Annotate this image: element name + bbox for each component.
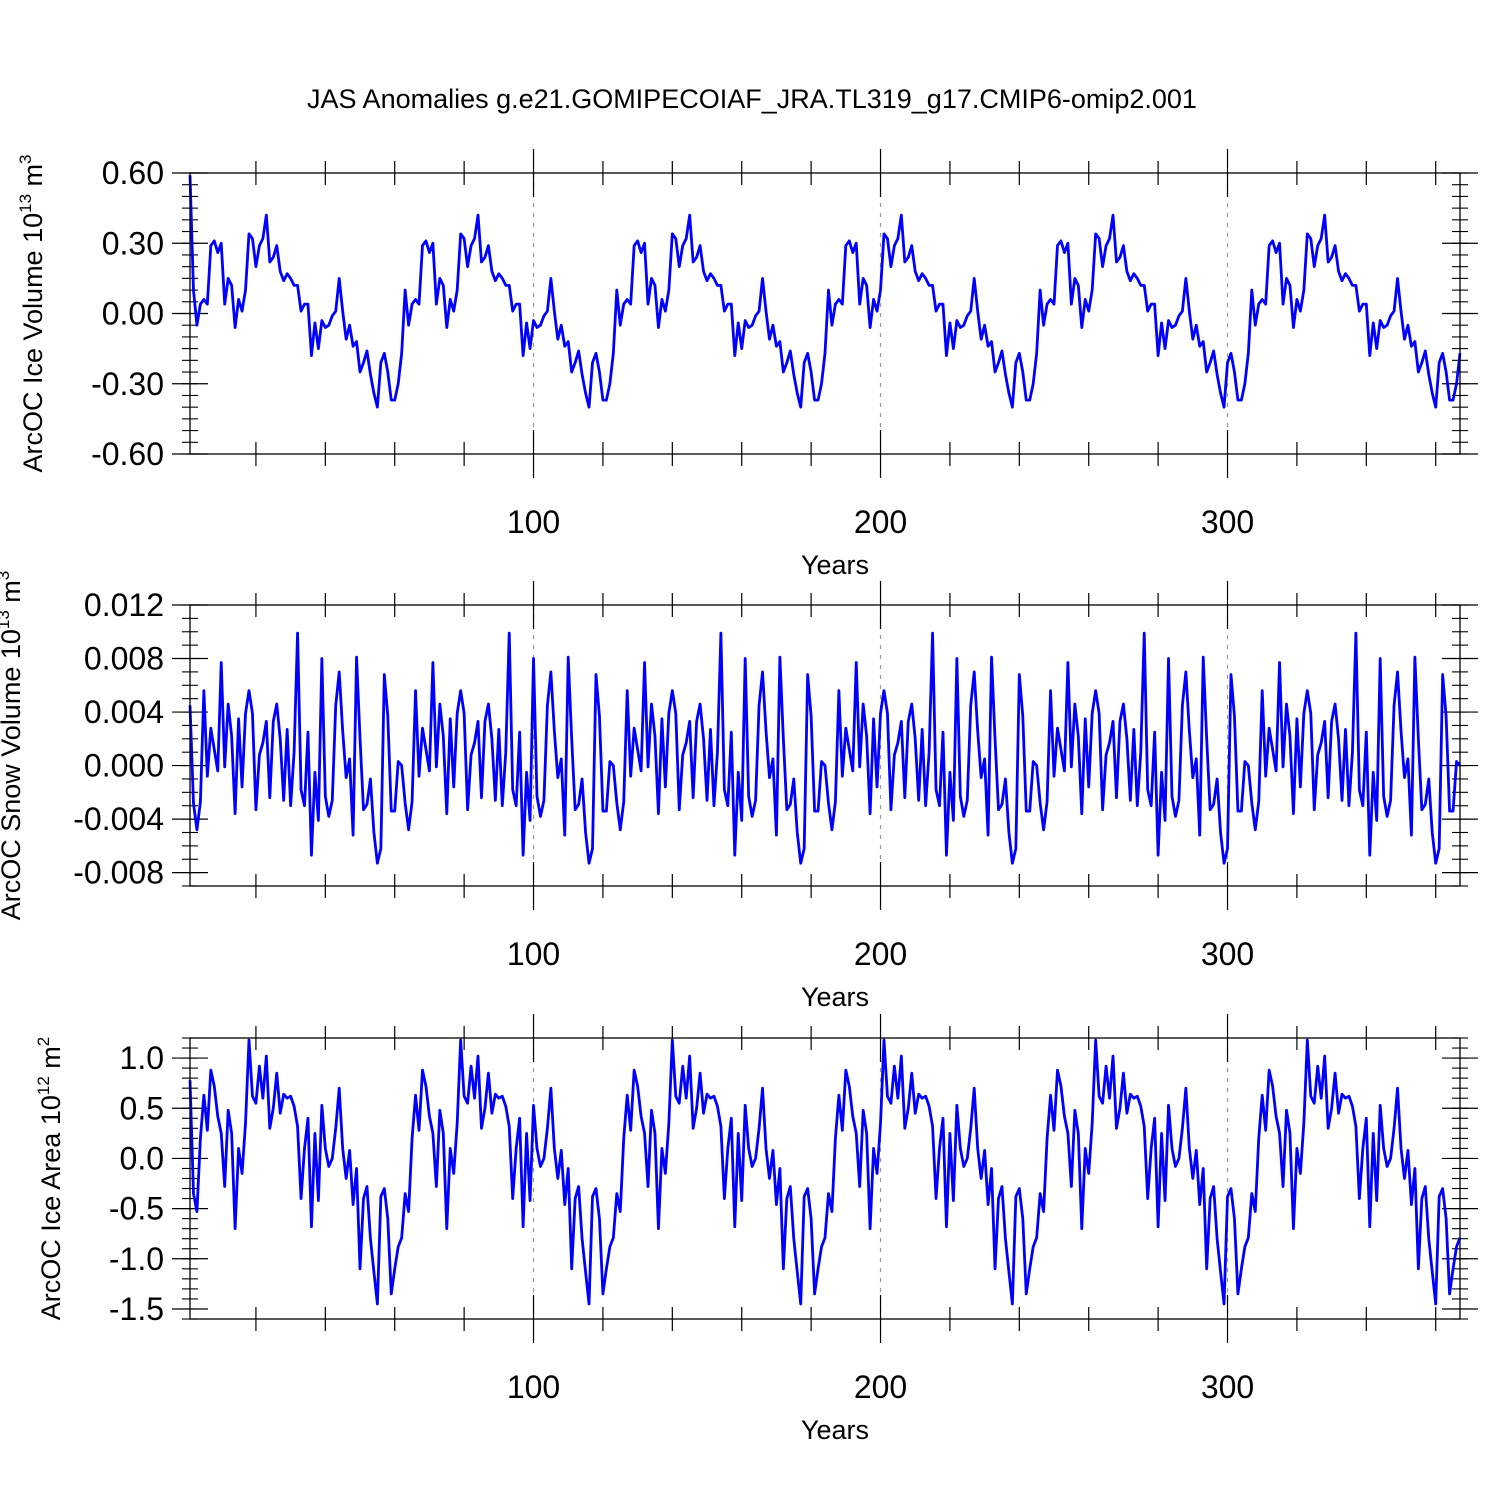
- x-tick-label: 200: [854, 936, 907, 972]
- snow-volume-y-label-unit-exponent: 3: [0, 571, 13, 580]
- snow-volume-x-ticks: 100 200 300: [507, 936, 1254, 972]
- snow-volume-gridlines: [532, 605, 1229, 886]
- y-tick-label: -0.008: [73, 855, 164, 891]
- figure-title: JAS Anomalies g.e21.GOMIPECOIAF_JRA.TL31…: [307, 84, 1197, 114]
- ice-area-plot-frame: [189, 1037, 1461, 1320]
- y-tick-label: -0.5: [109, 1191, 164, 1227]
- x-tick-label: 300: [1201, 1369, 1254, 1405]
- y-tick-label: 0.5: [120, 1090, 164, 1126]
- y-tick-label: -1.5: [109, 1291, 164, 1327]
- ice-area-y-label-unit-exponent: 2: [34, 1037, 53, 1046]
- y-tick-label: 0.30: [102, 225, 164, 261]
- snow-volume-y-label-exponent: 13: [0, 610, 13, 629]
- x-tick-label: 200: [854, 504, 907, 540]
- y-tick-label: 0.008: [84, 641, 164, 677]
- x-tick-label: 300: [1201, 504, 1254, 540]
- x-tick-label: 100: [507, 504, 560, 540]
- y-tick-label: 0.60: [102, 155, 164, 191]
- y-tick-label: -0.30: [91, 366, 164, 402]
- snow-volume-y-label-main: ArcOC Snow Volume 10: [0, 629, 26, 920]
- ice-area-y-label-main: ArcOC Ice Area 10: [36, 1095, 66, 1320]
- snow-volume-y-axis-label: ArcOC Snow Volume 1013 m3: [0, 571, 26, 921]
- ice-volume-panel: 100 200 300 -0.60 -0.30 0.00 0.30 0.60 Years A…: [16, 149, 1478, 580]
- ice-area-gridlines: [532, 1038, 1229, 1319]
- y-tick-label: -0.60: [91, 436, 164, 472]
- ice-area-series-line: [188, 1038, 1462, 1306]
- y-tick-label: 0.000: [84, 748, 164, 784]
- y-tick-label: -1.0: [109, 1241, 164, 1277]
- y-tick-label: -0.004: [73, 801, 164, 837]
- ice-volume-x-axis-label: Years: [801, 550, 869, 580]
- snow-volume-y-label-unit: m: [0, 580, 26, 610]
- y-tick-label: 0.004: [84, 694, 164, 730]
- ice-volume-y-label-main: ArcOC Ice Volume 10: [18, 213, 48, 473]
- ice-area-y-ticks: -1.5 -1.0 -0.5 0.0 0.5 1.0: [109, 1040, 1478, 1327]
- ice-volume-y-ticks: -0.60 -0.30 0.00 0.30 0.60: [91, 155, 1478, 472]
- x-tick-label: 100: [507, 936, 560, 972]
- y-tick-label: 0.0: [120, 1140, 164, 1176]
- x-tick-label: 100: [507, 1369, 560, 1405]
- ice-area-panel: 100 200 300 -1.5 -1.0 -0.5 0.0 0.5 1.0 Years Ar…: [34, 1014, 1478, 1445]
- snow-volume-plot-frame: [189, 604, 1461, 887]
- ice-area-y-label-exponent: 12: [34, 1076, 53, 1095]
- ice-volume-series-line: [188, 175, 1462, 409]
- snow-volume-x-axis-label: Years: [801, 982, 869, 1012]
- snow-volume-series-line: [188, 631, 1462, 865]
- ice-volume-x-ticks: 100 200 300: [507, 504, 1254, 540]
- ice-volume-plot-frame: [189, 172, 1461, 455]
- y-tick-label: 0.012: [84, 587, 164, 623]
- ice-volume-y-axis-label: ArcOC Ice Volume 1013 m3: [16, 154, 48, 472]
- ice-area-x-ticks: 100 200 300: [507, 1369, 1254, 1405]
- x-tick-label: 200: [854, 1369, 907, 1405]
- ice-area-y-label-unit: m: [36, 1046, 66, 1076]
- snow-volume-panel: 100 200 300 -0.008 -0.004 0.000 0.004 0.008 0.0…: [0, 571, 1478, 1012]
- ice-area-x-axis-label: Years: [801, 1415, 869, 1445]
- ice-volume-y-label-exponent: 13: [16, 194, 35, 213]
- ice-area-y-axis-label: ArcOC Ice Area 1012 m2: [34, 1037, 66, 1321]
- ice-volume-y-label-unit: m: [18, 164, 48, 194]
- y-tick-label: 0.00: [102, 296, 164, 332]
- x-tick-label: 300: [1201, 936, 1254, 972]
- ice-volume-gridlines: [532, 173, 1229, 454]
- ice-volume-y-label-unit-exponent: 3: [16, 154, 35, 163]
- y-tick-label: 1.0: [120, 1040, 164, 1076]
